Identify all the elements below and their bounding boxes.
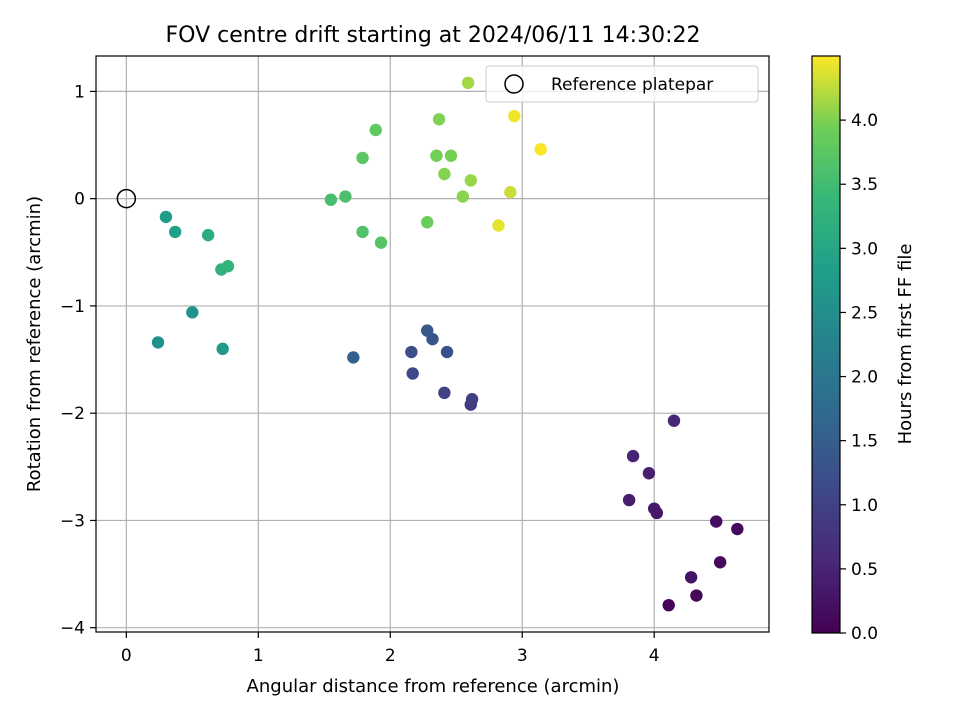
x-tick-label: 2: [385, 646, 396, 666]
plot-frame: [95, 55, 770, 633]
x-grid-lines: [125, 56, 655, 632]
scatter-point: [438, 386, 451, 400]
y-tick-label: 1: [74, 82, 85, 102]
y-grid-lines: [96, 90, 769, 629]
scatter-point: [662, 598, 675, 612]
scatter-point: [626, 449, 640, 463]
colorbar-tick-label: 3.0: [851, 239, 878, 259]
plot-area: [95, 55, 770, 633]
y-tick-label: −4: [60, 619, 85, 639]
scatter-point: [465, 393, 479, 406]
scatter-point: [421, 324, 434, 337]
colorbar-tick-label: 1.0: [851, 496, 878, 516]
legend-entry-reference-platepar: Reference platepar: [551, 75, 713, 95]
scatter-point: [186, 306, 199, 319]
scatter-point: [667, 414, 681, 427]
scatter-point: [405, 345, 418, 359]
colorbar-tick-label: 2.0: [851, 368, 878, 388]
scatter-point: [647, 502, 661, 515]
y-tick-label: 0: [74, 190, 85, 210]
scatter-point: [456, 190, 470, 203]
colorbar-tick-label: 4.0: [851, 111, 878, 131]
y-axis-ticks: −4 −3 −2 −1 0 1: [60, 82, 96, 639]
legend-frame: [485, 65, 759, 103]
scatter-point: [622, 493, 636, 507]
colorbar-label: Hours from first FF file: [895, 244, 916, 445]
scatter-point: [731, 522, 744, 536]
y-tick-label: −2: [60, 404, 85, 424]
chart-title: FOV centre drift starting at 2024/06/11 …: [166, 23, 701, 48]
x-tick-label: 3: [517, 646, 528, 666]
scatter-point: [461, 76, 475, 90]
colorbar-tick-label: 0.0: [851, 624, 878, 644]
scatter-point: [406, 367, 419, 380]
scatter-point: [710, 515, 723, 528]
scatter-point: [339, 190, 352, 203]
scatter-point: [324, 193, 338, 206]
scatter-point: [684, 571, 698, 584]
scatter-point: [444, 149, 458, 162]
y-axis-label: Rotation from reference (arcmin): [24, 196, 45, 492]
scatter-point: [369, 123, 382, 137]
scatter-point: [151, 336, 165, 349]
x-tick-label: 1: [253, 646, 264, 666]
scatter-point: [690, 589, 703, 602]
x-tick-label: 4: [649, 646, 660, 666]
reference-platepar-marker: [116, 188, 137, 209]
scatter-point: [642, 467, 656, 480]
legend-marker: [504, 74, 524, 94]
scatter-point: [432, 113, 446, 126]
colorbar-tick-label: 2.5: [851, 303, 878, 323]
colorbar-tick-label: 1.5: [851, 432, 878, 452]
scatter-point: [504, 186, 517, 199]
scatter-point: [168, 225, 182, 239]
scatter-point: [438, 167, 451, 181]
scatter-point: [216, 342, 229, 356]
x-axis-label: Angular distance from reference (arcmin): [247, 676, 620, 697]
scatter-point: [464, 174, 477, 187]
scatter-point: [201, 228, 215, 242]
scatter-point: [421, 216, 434, 229]
scatter-point: [347, 351, 360, 364]
scatter-point: [492, 219, 505, 232]
scatter-point: [356, 151, 369, 165]
scatter-point: [440, 345, 454, 359]
colorbar-gradient: [812, 56, 840, 633]
scatter-point: [374, 236, 388, 249]
y-tick-label: −3: [60, 511, 85, 531]
x-axis-ticks: 0 1 2 3 4: [121, 632, 660, 666]
scatter-point: [713, 556, 727, 569]
y-tick-label: −1: [60, 297, 85, 317]
x-tick-label: 0: [121, 646, 132, 666]
legend: Reference platepar: [485, 65, 759, 103]
colorbar: 0.0 0.5 1.0 1.5 2.0 2.5 3.0 3.5 4.0 Hours from f…: [811, 55, 916, 644]
scatter-point: [356, 225, 369, 239]
colorbar-tick-label: 0.5: [851, 560, 878, 580]
scatter-points: [151, 76, 744, 612]
colorbar-frame: [811, 55, 841, 634]
scatter-point: [430, 149, 443, 162]
scatter-point: [534, 143, 547, 156]
scatter-point: [508, 109, 521, 123]
colorbar-tick-label: 3.5: [851, 175, 878, 195]
scatter-point: [159, 210, 173, 224]
scatter-point: [221, 260, 235, 273]
colorbar-ticks: 0.0 0.5 1.0 1.5 2.0 2.5 3.0 3.5 4.0: [840, 111, 878, 644]
